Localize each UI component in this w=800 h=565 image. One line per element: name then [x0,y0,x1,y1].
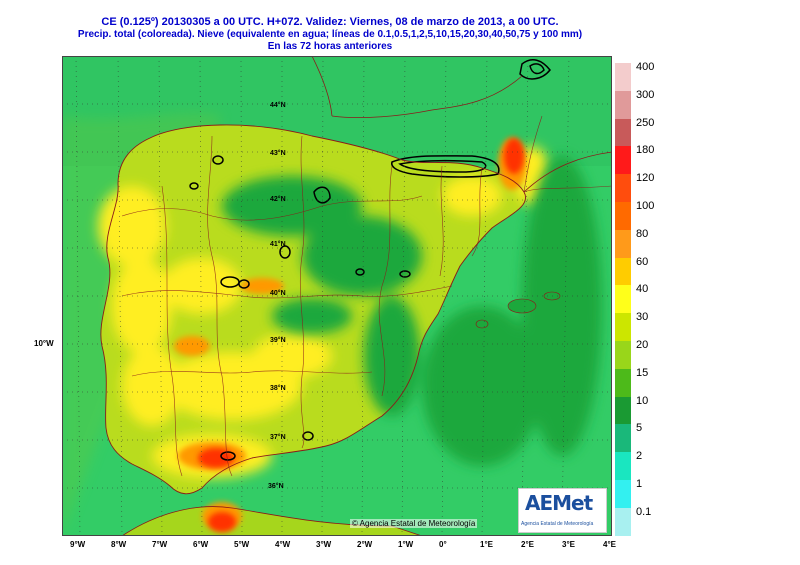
coastline [100,124,527,495]
lon-label: 8°W [111,540,127,549]
lat-label: 39°N [270,337,286,344]
lon-label: 4°W [275,540,291,549]
map-subtitle: Precip. total (coloreada). Nieve (equiva… [77,29,583,40]
aemet-logo: AEMet Agencia Estatal de Meteorología [518,488,607,533]
lat-label: 44°N [270,102,286,109]
legend-swatch [615,285,631,314]
legend-swatch [615,368,631,398]
lon-label: 2°W [357,540,373,549]
lat-label: 42°N [270,196,286,203]
legend-swatch [615,313,631,342]
credit-text: © Agencia Estatal de Meteorología [350,519,478,528]
legend-swatch [615,424,631,453]
lat-label: 36°N [268,483,284,490]
legend-swatch [615,90,631,120]
lat-label: 38°N [270,385,286,392]
legend-swatch [615,63,631,92]
lon-label: 6°W [193,540,209,549]
legend-swatch [615,118,631,147]
legend-swatch [615,341,631,370]
balearic-islands [475,291,561,329]
legend-label: 60 [636,255,649,268]
legend-label: 300 [636,88,655,101]
legend-label: 5 [636,422,643,435]
legend-label: 30 [636,311,649,324]
lat-label: 37°N [270,434,286,441]
graticule [62,56,612,536]
legend-label: 0.1 [636,505,652,518]
map-period: En las 72 horas anteriores [267,41,393,52]
lon-label: 7°W [152,540,168,549]
legend-label: 250 [636,116,655,129]
legend-label: 180 [636,144,655,157]
lon-label: 1°W [398,540,414,549]
legend-swatch [615,507,631,537]
map-title: CE (0.125º) 20130305 a 00 UTC. H+072. Va… [101,16,559,28]
lon-label: 3°W [316,540,332,549]
lat-label: 40°N [270,290,286,297]
logo-word: AEMet [525,491,593,515]
region-borders [121,115,612,477]
legend-label: 20 [636,339,649,351]
legend-label: 80 [636,227,649,240]
lon-label: 2°E [521,540,534,549]
lat-label: 41°N [270,241,286,248]
legend-swatch [615,396,631,425]
france-coast [311,56,612,193]
legend-label: 10 [636,394,649,407]
legend-label: 100 [636,200,655,212]
legend-label: 120 [636,172,655,185]
legend-label: 15 [636,366,649,379]
lon-label: 3°E [562,540,575,549]
very-heavy-precip [198,138,524,532]
lon-label: 0° [439,540,447,549]
legend-label: 1 [636,478,643,490]
africa-coast [122,506,422,536]
legend-label: 40 [636,283,649,296]
longitude-label-west: 10°W [34,339,54,348]
legend-swatch [615,452,631,481]
lon-label: 9°W [70,540,86,549]
legend-label: 400 [636,61,655,73]
legend-swatch [615,202,631,231]
precipitation-map [62,56,612,536]
legend-swatch [615,174,631,203]
legend-swatch [615,480,631,509]
lat-label: 43°N [270,150,286,157]
lon-label: 5°W [234,540,250,549]
africa-coastline [121,506,423,536]
lon-label: 4°E [603,540,616,549]
legend-swatch [615,257,631,286]
low-precip [222,156,602,466]
lon-label: 1°E [480,540,493,549]
legend-swatch [615,229,631,259]
legend-label: 2 [636,450,643,463]
legend-swatch [615,146,631,175]
logo-subtitle: Agencia Estatal de Meteorología [521,521,594,527]
snow-contours [189,59,551,461]
